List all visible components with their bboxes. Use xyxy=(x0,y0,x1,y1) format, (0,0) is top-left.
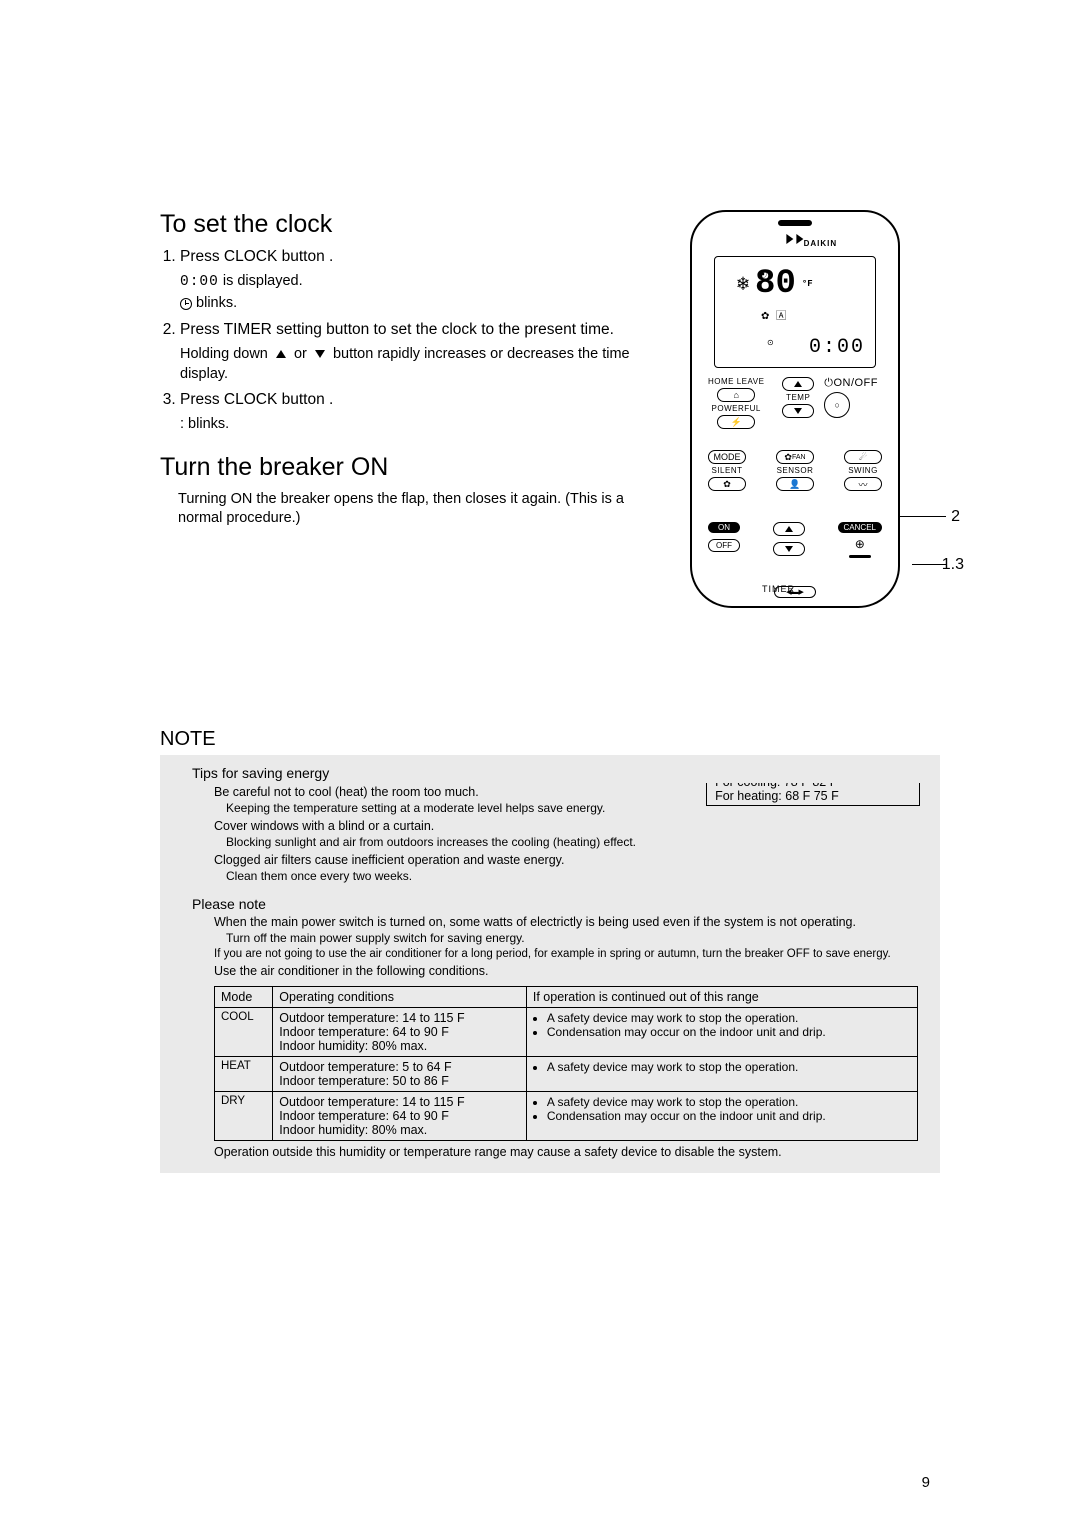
note-box: Tips for saving energy Recommended tempe… xyxy=(160,755,940,1173)
table-row: A safety device may work to stop the ope… xyxy=(526,1091,917,1140)
conditions-table: Mode Operating conditions If operation i… xyxy=(214,986,918,1141)
sensor-label: SENSOR xyxy=(777,466,814,475)
timer-up-button[interactable] xyxy=(773,522,805,536)
remote-illustration: DAIKIN ⦿ ❄80°F ✿ 🄰 ⊙ 0:00 HOME LEAVE ⌂ P… xyxy=(690,210,900,608)
table-row: A safety device may work to stop the ope… xyxy=(526,1056,917,1091)
recommended-table: Recommended temperature setting For cool… xyxy=(706,783,920,806)
please-note-list: When the main power switch is turned on,… xyxy=(214,914,926,980)
clock-icon xyxy=(180,298,192,310)
callout-line xyxy=(900,516,946,517)
timer-down-button[interactable] xyxy=(773,542,805,556)
timer-off-button[interactable]: OFF xyxy=(708,539,740,552)
brand-logo: DAIKIN xyxy=(786,234,803,244)
temp-down-button[interactable] xyxy=(782,404,814,418)
list-item: Cover windows with a blind or a curtain. xyxy=(214,818,926,834)
cancel-button[interactable]: CANCEL xyxy=(838,522,882,533)
comfort-button[interactable]: ☄ xyxy=(844,450,882,464)
step-3: Press CLOCK button . : blinks. xyxy=(180,390,630,434)
step-2-text: Press TIMER setting button to set the cl… xyxy=(180,321,614,338)
swing-label: SWING xyxy=(848,466,878,475)
note-heading: NOTE xyxy=(160,728,940,751)
lcd-screen: ⦿ ❄80°F ✿ 🄰 ⊙ 0:00 xyxy=(714,256,876,368)
callout-2: 2 xyxy=(951,508,960,526)
table-row: A safety device may work to stop the ope… xyxy=(526,1007,917,1056)
clock-set-icon: ⊕ xyxy=(855,537,865,551)
temp-label: TEMP xyxy=(786,393,810,402)
rec-heat: For heating: 68 F 75 F xyxy=(715,789,911,803)
section2-bullet: Turning ON the breaker opens the flap, t… xyxy=(178,491,624,527)
list-item: If you are not going to use the air cond… xyxy=(214,947,926,962)
step-3-sub: : blinks. xyxy=(180,415,630,435)
down-arrow-icon xyxy=(315,350,325,358)
th-cond: Operating conditions xyxy=(273,986,527,1007)
step-2-sub: Holding down or button rapidly increases… xyxy=(180,345,630,384)
step-1-sub-2: blinks. xyxy=(180,294,630,314)
list-item: When the main power switch is turned on,… xyxy=(214,914,926,930)
home-leave-label: HOME LEAVE xyxy=(708,377,764,386)
silent-button[interactable]: ✿ xyxy=(708,477,746,491)
step-1: Press CLOCK button . 0:00 is displayed. … xyxy=(180,247,630,314)
list-item: Use the air conditioner in the following… xyxy=(214,963,926,979)
list-item: Clean them once every two weeks. xyxy=(226,869,926,885)
step-1-text: Press CLOCK button . xyxy=(180,248,333,265)
up-arrow-icon xyxy=(276,350,286,358)
display-value: 0:00 xyxy=(180,274,219,290)
ir-window xyxy=(778,220,812,226)
silent-label: SILENT xyxy=(711,466,742,475)
callout-1-3: 1.3 xyxy=(942,556,964,574)
onoff-button[interactable]: ○ xyxy=(824,392,850,418)
table-row: COOL xyxy=(215,1007,273,1056)
lcd-icons: ✿ 🄰 xyxy=(761,307,788,322)
clock-button[interactable] xyxy=(849,555,871,558)
table-row: DRY xyxy=(215,1091,273,1140)
lcd-clock: 0:00 xyxy=(809,336,865,359)
page-number: 9 xyxy=(922,1474,930,1491)
swing-button[interactable]: 〰 xyxy=(844,477,882,491)
lcd-temp: ❄80°F xyxy=(737,265,813,303)
slide-cover-icon: ◀▬▶ xyxy=(774,586,816,598)
section-title-2: Turn the breaker ON xyxy=(160,453,630,482)
onoff-label: ⏻ON/OFF xyxy=(824,377,878,390)
list-item: Blocking sunlight and air from outdoors … xyxy=(226,835,926,851)
th-out: If operation is continued out of this ra… xyxy=(526,986,917,1007)
fan-button[interactable]: ✿FAN xyxy=(776,450,814,464)
tips-title: Tips for saving energy xyxy=(192,765,926,781)
table-row: HEAT xyxy=(215,1056,273,1091)
table-row: Outdoor temperature: 5 to 64 F Indoor te… xyxy=(273,1056,527,1091)
temp-up-button[interactable] xyxy=(782,377,814,391)
list-item: Clogged air filters cause inefficient op… xyxy=(214,852,926,868)
snowflake-icon: ❄ xyxy=(737,271,749,297)
section-title: To set the clock xyxy=(160,210,630,239)
timer-on-button[interactable]: ON xyxy=(708,522,740,533)
powerful-button[interactable]: ⚡ xyxy=(717,415,755,429)
lcd-indicator-icon: ⊙ xyxy=(767,338,774,347)
home-leave-button[interactable]: ⌂ xyxy=(717,388,755,402)
after-note: Operation outside this humidity or tempe… xyxy=(214,1145,926,1159)
table-row: Outdoor temperature: 14 to 115 F Indoor … xyxy=(273,1091,527,1140)
please-note-title: Please note xyxy=(192,896,926,912)
mode-button[interactable]: MODE xyxy=(708,450,746,464)
powerful-label: POWERFUL xyxy=(712,404,761,413)
list-item: Turn off the main power supply switch fo… xyxy=(226,931,926,947)
th-mode: Mode xyxy=(215,986,273,1007)
step-3-text: Press CLOCK button . xyxy=(180,391,333,408)
table-row: Outdoor temperature: 14 to 115 F Indoor … xyxy=(273,1007,527,1056)
step-1-sub-1: 0:00 is displayed. xyxy=(180,272,630,293)
step-2: Press TIMER setting button to set the cl… xyxy=(180,320,630,384)
sensor-button[interactable]: 👤 xyxy=(776,477,814,491)
